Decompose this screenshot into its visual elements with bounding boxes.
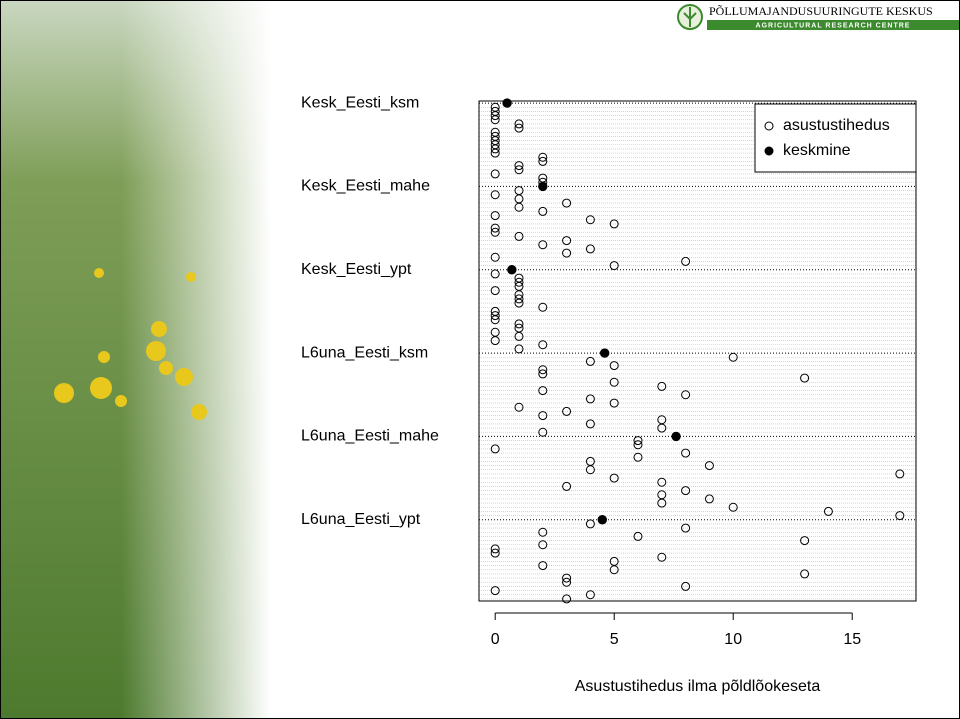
group-label: Kesk_Eesti_ypt <box>301 261 412 278</box>
photo-fade <box>121 1 271 718</box>
chart: PÕLLUMAJANDUSUURINGUTE KESKUS AGRICULTUR… <box>1 1 959 718</box>
group-label: Kesk_Eesti_ksm <box>301 94 419 111</box>
legend-label: keskmine <box>783 142 851 159</box>
logo-title: PÕLLUMAJANDUSUURINGUTE KESKUS <box>709 4 933 18</box>
logo: PÕLLUMAJANDUSUURINGUTE KESKUS AGRICULTUR… <box>678 4 959 30</box>
group-label: L6una_Eesti_ksm <box>301 344 428 361</box>
group-label: Kesk_Eesti_mahe <box>301 178 430 195</box>
x-tick-label: 5 <box>610 631 619 648</box>
mean-point <box>598 516 606 524</box>
logo-subtitle: AGRICULTURAL RESEARCH CENTRE <box>756 22 911 29</box>
x-tick-label: 0 <box>491 631 500 648</box>
group-label: L6una_Eesti_mahe <box>301 428 439 445</box>
x-tick-label: 10 <box>724 631 742 648</box>
x-axis-title: Asustustihedus ilma põldlõokeseta <box>575 678 821 695</box>
mean-point <box>508 266 516 274</box>
mean-point <box>503 99 511 107</box>
legend-marker <box>765 147 773 155</box>
group-label: L6una_Eesti_ypt <box>301 511 421 528</box>
x-tick-label: 15 <box>843 631 861 648</box>
slide: PÕLLUMAJANDUSUURINGUTE KESKUS AGRICULTUR… <box>0 0 960 719</box>
legend-box <box>755 104 916 172</box>
mean-point <box>600 349 608 357</box>
plot-background <box>479 101 916 601</box>
legend-label: asustustihedus <box>783 117 890 134</box>
mean-point <box>672 432 680 440</box>
mean-point <box>539 182 547 190</box>
